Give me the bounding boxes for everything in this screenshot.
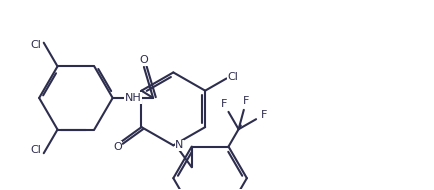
Text: F: F — [260, 110, 266, 120]
Text: O: O — [113, 142, 122, 152]
Text: Cl: Cl — [30, 146, 41, 155]
Text: Cl: Cl — [30, 40, 41, 51]
Text: NH: NH — [124, 93, 141, 103]
Text: N: N — [175, 140, 183, 150]
Text: F: F — [243, 96, 249, 106]
Text: O: O — [139, 55, 148, 65]
Text: F: F — [220, 99, 227, 109]
Text: Cl: Cl — [227, 72, 238, 82]
